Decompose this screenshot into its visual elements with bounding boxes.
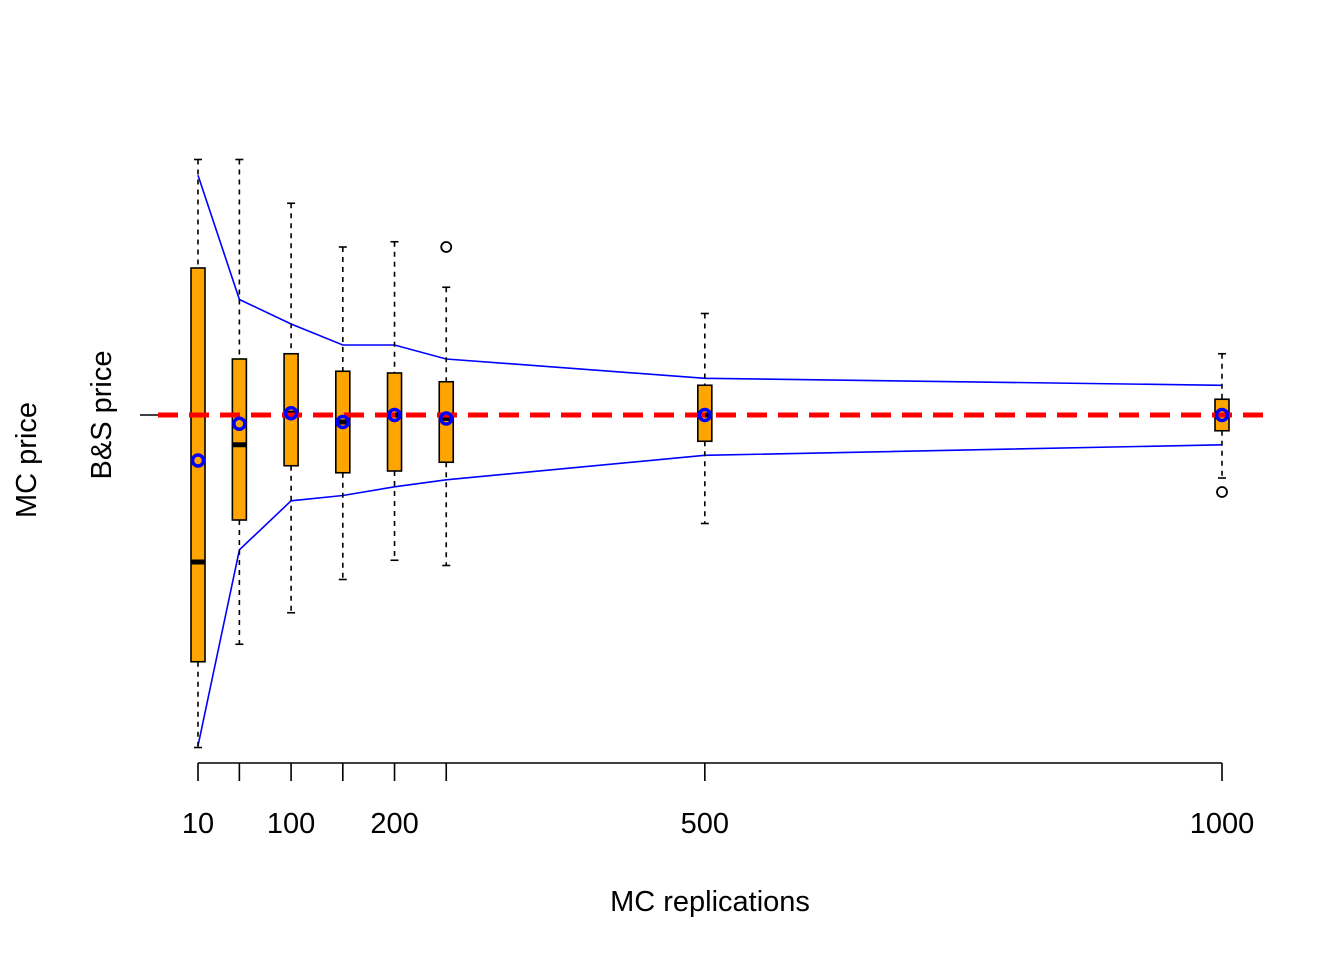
mean-point-150 bbox=[335, 414, 351, 430]
x-tick-label-1000: 1000 bbox=[1190, 808, 1255, 840]
reference-line-label: B&S price bbox=[86, 351, 118, 480]
box-1000-outlier-0 bbox=[1216, 486, 1228, 498]
box-100-iqr bbox=[283, 352, 299, 467]
mean-point-100 bbox=[283, 406, 299, 421]
x-tick-label-500: 500 bbox=[681, 808, 729, 840]
mean-point-1000 bbox=[1214, 407, 1230, 423]
x-tick-label-10: 10 bbox=[182, 808, 214, 840]
x-tick-label-200: 200 bbox=[370, 808, 418, 840]
mean-point-250 bbox=[438, 411, 454, 426]
box-50-iqr bbox=[231, 358, 248, 521]
box-250-iqr bbox=[438, 380, 455, 464]
x-axis: 10 100 200 500 1000 bbox=[182, 762, 1255, 840]
y-axis-title: MC price bbox=[11, 402, 43, 518]
lower-bound-line bbox=[197, 444, 1223, 746]
whiskers bbox=[194, 158, 1226, 749]
x-axis-title: MC replications bbox=[610, 886, 810, 918]
mean-point-500 bbox=[697, 407, 713, 423]
upper-bound-line bbox=[197, 174, 1223, 387]
bound-lines bbox=[197, 174, 1223, 746]
mean-point-10 bbox=[190, 453, 206, 468]
mean-point-200 bbox=[387, 407, 402, 423]
box-250-outlier-0 bbox=[440, 241, 453, 253]
x-tick-label-100: 100 bbox=[267, 808, 315, 840]
mean-points bbox=[190, 406, 1230, 468]
mean-point-50 bbox=[232, 416, 247, 431]
boxes bbox=[190, 241, 1230, 663]
